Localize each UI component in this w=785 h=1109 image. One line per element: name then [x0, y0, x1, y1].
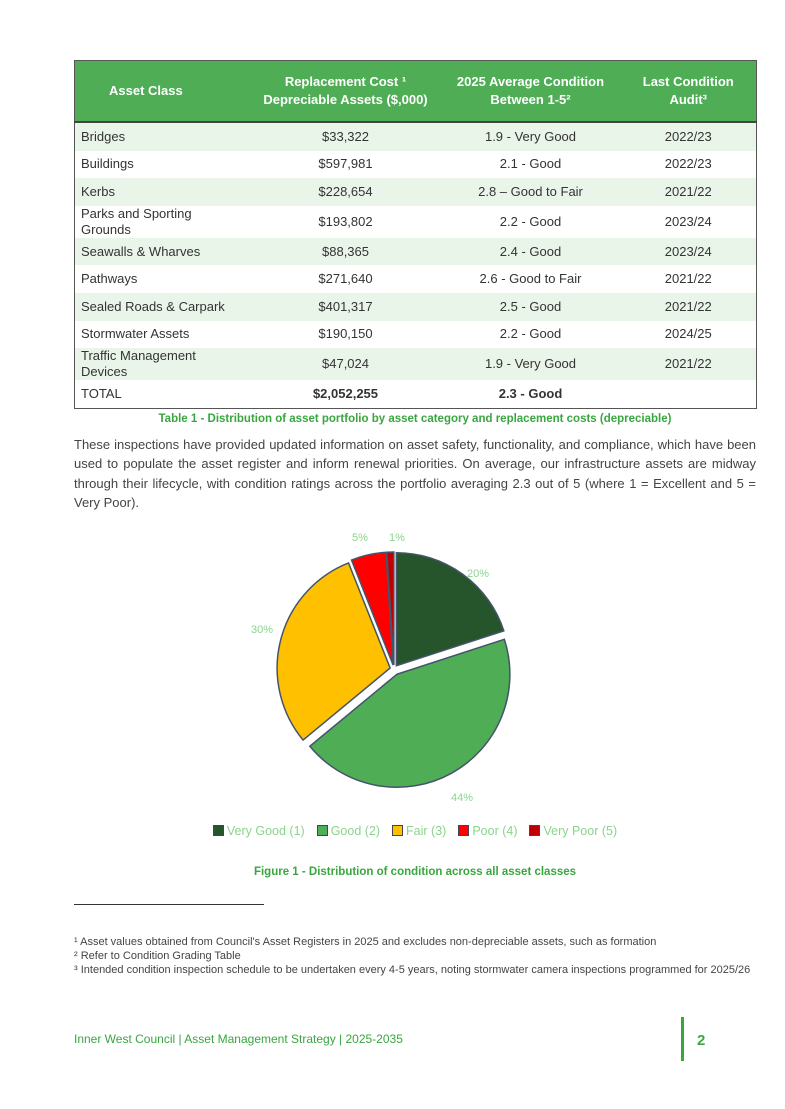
legend-item: Poor (4): [458, 823, 517, 839]
footer-text: Inner West Council | Asset Management St…: [74, 1032, 403, 1046]
cell-replacement-cost: $597,981: [318, 156, 373, 172]
cell-replacement-cost: $33,322: [322, 128, 369, 144]
footnote-1: ¹ Asset values obtained from Council's A…: [74, 935, 657, 948]
legend-swatch: [212, 824, 224, 836]
pie-data-label: 20%: [467, 568, 489, 580]
legend-swatch: [316, 824, 328, 836]
page-number: 2: [697, 1032, 706, 1049]
asset-table: Asset Class Replacement Cost ¹ Depreciab…: [74, 60, 757, 409]
table-row: Kerbs $228,654 2.8 – Good to Fair 2021/22: [74, 178, 757, 206]
cell-last-audit: 2021/22: [664, 356, 712, 372]
legend-swatch: [529, 824, 541, 836]
pie-chart: 20% 44% 30% 5% 1%: [251, 532, 511, 804]
legend-item: Very Good (1): [212, 823, 305, 839]
pie-data-label: 30%: [251, 624, 273, 636]
total-average-condition: 2.3 - Good: [498, 385, 563, 401]
cell-average-condition: 2.6 - Good to Fair: [479, 271, 582, 287]
legend-label: Very Poor (5): [543, 823, 618, 838]
header-average-condition: 2025 Average Condition Between 1-5²: [440, 60, 621, 123]
pie-slice-very-good: [395, 551, 505, 667]
cell-last-audit: 2021/22: [664, 183, 712, 199]
legend-item: Good (2): [316, 823, 381, 839]
table-row: Parks and Sporting Grounds $193,802 2.2 - …: [75, 206, 757, 238]
cell-average-condition: 1.9 - Very Good: [484, 128, 577, 144]
pie-data-label: 1%: [389, 532, 405, 544]
total-replacement-cost: $2,052,255: [312, 385, 379, 401]
cell-last-audit: 2023/24: [664, 213, 712, 229]
cell-last-audit: 2023/24: [664, 243, 712, 259]
table-row: Stormwater Assets $190,150 2.2 - Good 2024/…: [75, 321, 757, 349]
legend-item: Very Poor (5): [529, 823, 617, 839]
cell-last-audit: 2024/25: [664, 326, 712, 342]
footnote-3: ³ Intended condition inspection schedule…: [74, 963, 751, 976]
cell-asset-class: Parks and Sporting Grounds: [81, 205, 192, 237]
legend-item: Fair (3): [392, 823, 446, 839]
table-row: Traffic Management Devices $47,024 1.9 - V…: [74, 348, 757, 381]
cell-average-condition: 2.5 - Good: [499, 298, 562, 314]
table-row: Bridges $33,322 1.9 - Very Good 2022/23: [74, 122, 757, 151]
cell-average-condition: 2.2 - Good: [499, 326, 562, 342]
chart-area: 20% 44% 30% 5% 1%: [74, 519, 756, 819]
cell-average-condition: 1.9 - Very Good: [484, 356, 577, 372]
cell-replacement-cost: $271,640: [318, 271, 373, 287]
footnote-2: ² Refer to Condition Grading Table: [74, 949, 241, 962]
cell-replacement-cost: $401,317: [318, 298, 373, 314]
table-caption: Table 1 - Distribution of asset portfoli…: [158, 412, 672, 425]
cell-asset-class: Seawalls & Wharves: [81, 243, 201, 259]
cell-last-audit: 2022/23: [664, 128, 712, 144]
cell-last-audit: 2022/23: [664, 156, 712, 172]
pie-slice-poor: [350, 551, 394, 666]
cell-average-condition: 2.4 - Good: [499, 243, 562, 259]
cell-replacement-cost: $228,654: [318, 183, 373, 199]
chart-legend: Very Good (1) Good (2) Fair (3) Poor (4) Ver…: [74, 823, 756, 839]
legend-label: Fair (3): [406, 823, 447, 838]
cell-asset-class: Stormwater Assets: [81, 326, 190, 342]
total-row: TOTAL $2,052,255 2.3 - Good: [75, 380, 757, 408]
legend-swatch: [458, 824, 470, 836]
figure-caption: Figure 1 - Distribution of condition acr…: [253, 865, 577, 878]
pie-slice-very-poor: [385, 551, 395, 665]
cell-average-condition: 2.2 - Good: [499, 213, 562, 229]
cell-last-audit: 2021/22: [664, 271, 712, 287]
table-row: Pathways $271,640 2.6 - Good to Fair 2021/2…: [75, 265, 757, 293]
header-last-audit: Last Condition Audit³: [620, 60, 757, 123]
cell-asset-class: Traffic Management Devices: [81, 348, 196, 380]
legend-label: Good (2): [330, 823, 381, 838]
legend-swatch: [392, 824, 404, 836]
footer-divider: [681, 1017, 684, 1061]
cell-replacement-cost: $193,802: [318, 213, 373, 229]
pie-data-label: 5%: [352, 532, 368, 544]
pie-slice-fair: [276, 561, 392, 741]
table-row: Seawalls & Wharves $88,365 2.4 - Good 2023/…: [74, 237, 757, 266]
table-row: Buildings $597,981 2.1 - Good 2022/23: [75, 151, 757, 179]
footnotes: ¹ Asset values obtained from Council's A…: [74, 935, 756, 977]
cell-asset-class: Bridges: [81, 128, 126, 144]
cell-average-condition: 2.1 - Good: [499, 156, 562, 172]
cell-asset-class: Buildings: [81, 156, 134, 172]
legend-label: Poor (4): [472, 823, 518, 838]
cell-asset-class: Sealed Roads & Carpark: [81, 298, 225, 314]
footnote-divider: [74, 903, 264, 905]
cell-replacement-cost: $88,365: [322, 243, 369, 259]
legend-label: Very Good (1): [226, 823, 305, 838]
pie-data-label: 44%: [451, 792, 473, 804]
cell-asset-class: Kerbs: [81, 183, 115, 199]
cell-replacement-cost: $190,150: [318, 326, 373, 342]
cell-average-condition: 2.8 – Good to Fair: [478, 183, 583, 199]
header-replacement-cost: Replacement Cost ¹ Depreciable Assets ($…: [250, 60, 441, 123]
body-paragraph: These inspections have provided updated …: [74, 436, 756, 511]
table-row: Sealed Roads & Carpark $401,317 2.5 - Good…: [74, 292, 757, 321]
cell-replacement-cost: $47,024: [322, 356, 369, 372]
total-asset-class: TOTAL: [81, 385, 122, 401]
total-last-audit: [621, 380, 757, 408]
cell-last-audit: 2021/22: [664, 298, 712, 314]
header-asset-class: Asset Class: [74, 60, 251, 123]
cell-asset-class: Pathways: [81, 271, 138, 287]
page-content: Asset Class Replacement Cost ¹ Depreciab…: [74, 60, 757, 977]
pie-slice-good: [308, 638, 511, 788]
